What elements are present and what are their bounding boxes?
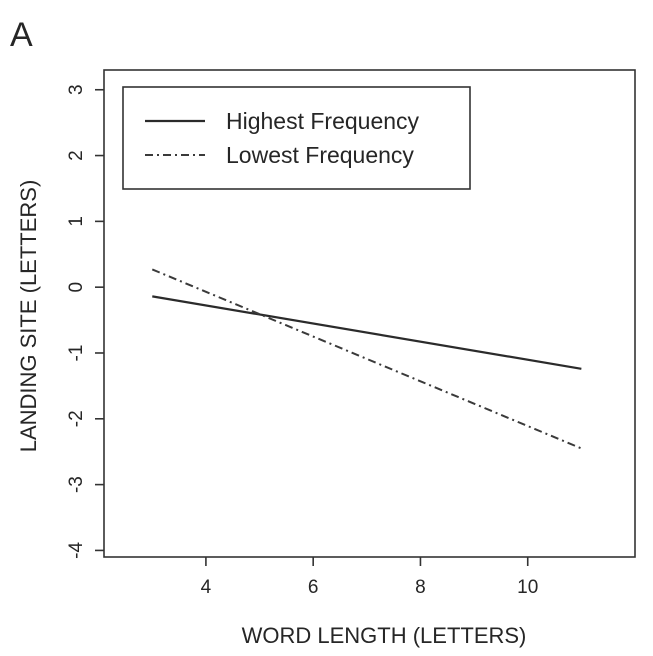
y-tick-label: 1 bbox=[66, 216, 87, 227]
x-tick-label: 8 bbox=[415, 577, 426, 598]
legend: Highest Frequency Lowest Frequency bbox=[122, 86, 471, 190]
y-tick-label: 3 bbox=[66, 84, 87, 95]
series-line-highest-frequency bbox=[152, 295, 582, 370]
x-axis-title: WORD LENGTH (LETTERS) bbox=[242, 623, 527, 648]
legend-label-highest-frequency: Highest Frequency bbox=[226, 108, 420, 134]
x-tick-label: 10 bbox=[517, 577, 538, 598]
x-tick-label: 4 bbox=[201, 577, 212, 598]
y-tick-label: -2 bbox=[66, 410, 87, 427]
series-lines bbox=[151, 268, 582, 450]
y-tick-label: -1 bbox=[66, 345, 87, 362]
panel-label: A bbox=[10, 16, 33, 54]
y-tick-label: -4 bbox=[66, 542, 87, 559]
legend-box bbox=[122, 86, 471, 190]
y-tick-label: 2 bbox=[66, 150, 87, 161]
series-line-lowest-frequency bbox=[151, 268, 582, 450]
y-tick-label: 0 bbox=[66, 282, 87, 293]
y-axis-title: LANDING SITE (LETTERS) bbox=[16, 180, 41, 453]
y-tick-label: -3 bbox=[66, 476, 87, 493]
legend-label-lowest-frequency: Lowest Frequency bbox=[226, 142, 414, 168]
y-axis: -4 -3 -2 -1 0 1 2 3 bbox=[66, 84, 104, 559]
plot-frame bbox=[103, 69, 636, 558]
x-tick-label: 6 bbox=[308, 577, 319, 598]
x-axis: 4 6 8 10 bbox=[201, 557, 538, 598]
